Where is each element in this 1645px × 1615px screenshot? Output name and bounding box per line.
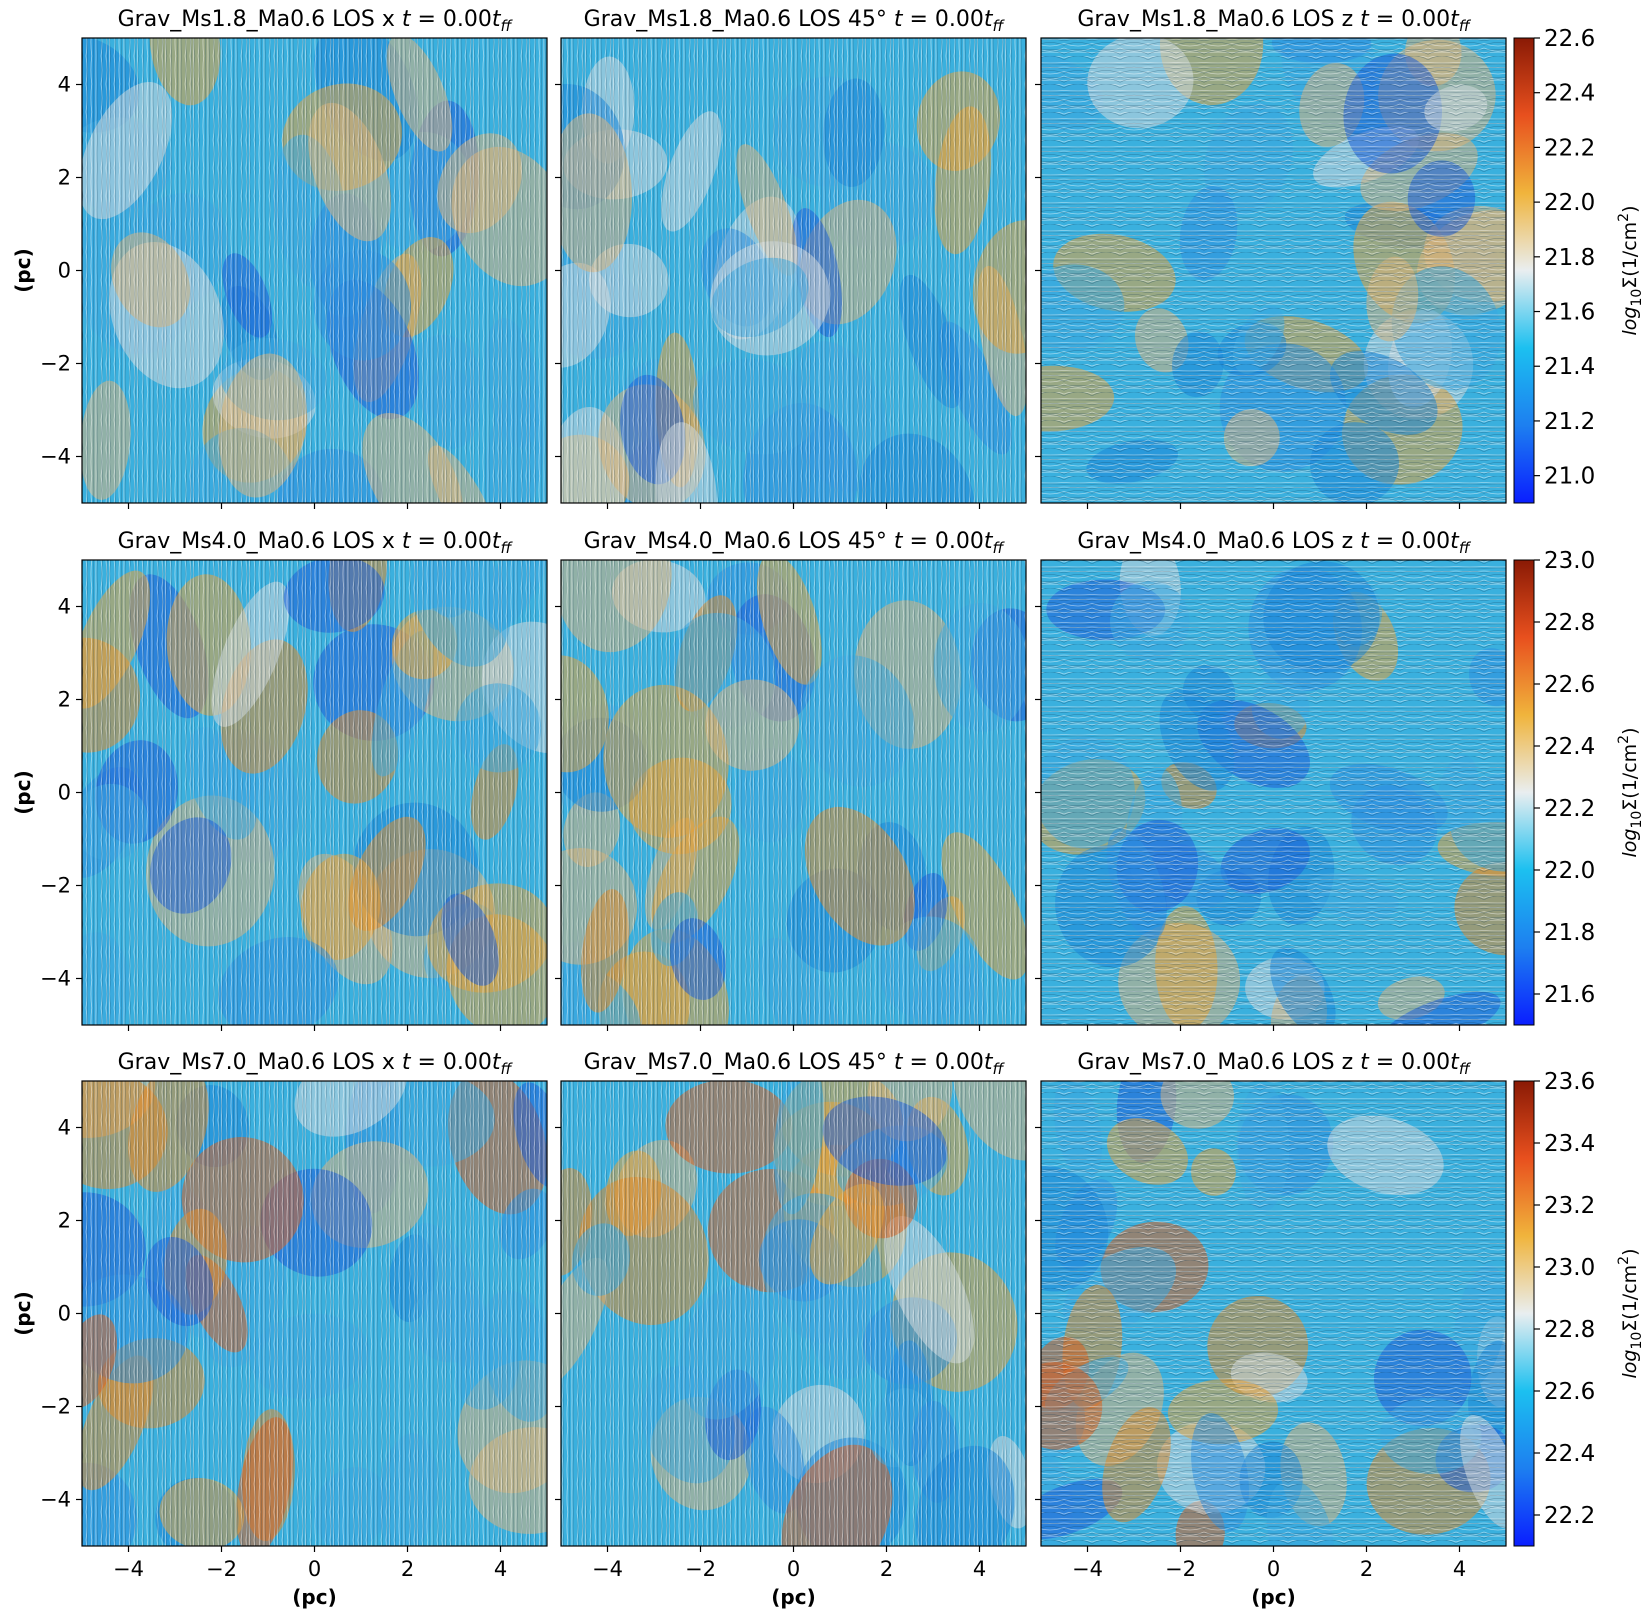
y-tick-label: −2 <box>40 352 71 376</box>
y-tick-label: 2 <box>58 166 71 190</box>
x-tick-label: −2 <box>685 1557 716 1581</box>
y-tick-label: −2 <box>40 874 71 898</box>
density-image <box>1041 1081 1506 1546</box>
colorbar-tick-label: 22.2 <box>1544 796 1595 822</box>
colorbar-gradient <box>1513 1080 1535 1547</box>
colorbar-tick-label: 22.0 <box>1544 190 1595 216</box>
y-tick-label: 0 <box>58 259 71 283</box>
colorbar-tick-label: 22.6 <box>1544 672 1595 698</box>
colorbar-tick-label: 22.4 <box>1544 1441 1595 1467</box>
colorbar-tick-label: 22.8 <box>1544 610 1595 636</box>
colorbar-tick-label: 21.6 <box>1544 982 1595 1008</box>
panel-grav-ms7-0-ma0-6-los-45: Grav_Ms7.0_Ma0.6 LOS 45° t = 0.00tff −4 −2… <box>555 1050 1027 1609</box>
panel-title: Grav_Ms1.8_Ma0.6 LOS z t = 0.00tff <box>1077 7 1471 35</box>
colorbar-label: log10Σ(1/cm2) <box>1616 1248 1645 1378</box>
colorbar-tick-label: 22.6 <box>1544 1379 1595 1405</box>
colorbar-tick-label: 21.6 <box>1544 300 1595 326</box>
density-image <box>82 38 547 503</box>
y-tick-label: 0 <box>58 781 71 805</box>
y-tick-label: 0 <box>58 1302 71 1326</box>
colorbar-gradient <box>1513 37 1535 504</box>
y-tick-label: −2 <box>40 1395 71 1419</box>
density-image <box>82 1081 547 1546</box>
x-axis-label: (pc) <box>292 1585 336 1609</box>
x-axis-label: (pc) <box>771 1585 815 1609</box>
panel-title: Grav_Ms4.0_Ma0.6 LOS z t = 0.00tff <box>1077 529 1471 557</box>
panel-grav-ms4-0-ma0-6-los-45: Grav_Ms4.0_Ma0.6 LOS 45° t = 0.00tff <box>555 529 1027 1031</box>
density-image <box>1041 38 1506 503</box>
y-tick-label: 2 <box>58 1209 71 1233</box>
density-image <box>82 560 547 1025</box>
colorbar-tick-label: 22.6 <box>1544 26 1595 52</box>
colorbar-tick-label: 21.8 <box>1544 920 1595 946</box>
y-axis-label: (pc) <box>11 770 35 814</box>
x-tick-label: 4 <box>1453 1557 1466 1581</box>
panel-grav-ms1-8-ma0-6-los-45: Grav_Ms1.8_Ma0.6 LOS 45° t = 0.00tff <box>555 7 1027 509</box>
x-tick-label: 2 <box>401 1557 414 1581</box>
colorbar-tick-label: 22.4 <box>1544 734 1595 760</box>
panel-grid: Grav_Ms1.8_Ma0.6 LOS x t = 0.00tff −4 −2 0 2… <box>11 7 1645 1609</box>
colorbar-tick-label: 22.2 <box>1544 135 1595 161</box>
x-tick-label: 0 <box>787 1557 800 1581</box>
y-tick-label: 2 <box>58 688 71 712</box>
panel-title: Grav_Ms4.0_Ma0.6 LOS x t = 0.00tff <box>118 529 514 557</box>
y-axis-label: (pc) <box>11 248 35 292</box>
colorbar-tick-label: 22.4 <box>1544 81 1595 107</box>
colorbar-label: log10Σ(1/cm2) <box>1616 727 1645 857</box>
colorbar-tick-label: 22.2 <box>1544 1503 1595 1529</box>
colorbar-tick-label: 22.8 <box>1544 1317 1595 1343</box>
density-image <box>561 560 1026 1025</box>
y-axis-label: (pc) <box>11 1291 35 1335</box>
panel-grav-ms1-8-ma0-6-los-x: Grav_Ms1.8_Ma0.6 LOS x t = 0.00tff −4 −2 0 2… <box>11 7 548 509</box>
x-axis-label: (pc) <box>1251 1585 1295 1609</box>
colorbar-tick-label: 23.2 <box>1544 1193 1595 1219</box>
density-image <box>561 38 1026 503</box>
colorbar-tick-label: 23.6 <box>1544 1069 1595 1095</box>
panel-title: Grav_Ms1.8_Ma0.6 LOS 45° t = 0.00tff <box>584 7 1006 35</box>
x-tick-label: −4 <box>592 1557 623 1581</box>
panel-title: Grav_Ms1.8_Ma0.6 LOS x t = 0.00tff <box>118 7 514 35</box>
colorbar-tick-label: 23.0 <box>1544 548 1595 574</box>
x-tick-label: −2 <box>206 1557 237 1581</box>
x-tick-label: 2 <box>1360 1557 1373 1581</box>
colorbar-tick-label: 22.0 <box>1544 858 1595 884</box>
panel-title: Grav_Ms7.0_Ma0.6 LOS z t = 0.00tff <box>1077 1050 1471 1078</box>
colorbar-gradient <box>1513 559 1535 1026</box>
colorbar-tick-label: 23.4 <box>1544 1131 1595 1157</box>
density-image <box>1041 560 1506 1025</box>
x-tick-label: −4 <box>113 1557 144 1581</box>
x-tick-label: −2 <box>1165 1557 1196 1581</box>
colorbar-tick-label: 21.0 <box>1544 464 1595 490</box>
panel-title: Grav_Ms7.0_Ma0.6 LOS x t = 0.00tff <box>118 1050 514 1078</box>
y-tick-label: −4 <box>40 967 71 991</box>
colorbar: 21.0 21.2 21.4 21.6 21.8 22.0 22.2 22.4 22.6 log1… <box>1513 26 1645 504</box>
colorbar-tick-label: 21.2 <box>1544 409 1595 435</box>
y-tick-label: −4 <box>40 1488 71 1512</box>
x-tick-label: 0 <box>308 1557 321 1581</box>
colorbar: 21.6 21.8 22.0 22.2 22.4 22.6 22.8 23.0 log10Σ(1… <box>1513 548 1645 1026</box>
colorbar: 22.2 22.4 22.6 22.8 23.0 23.2 23.4 23.6 log10Σ(1… <box>1513 1069 1645 1547</box>
panel-grav-ms7-0-ma0-6-los-z: Grav_Ms7.0_Ma0.6 LOS z t = 0.00tff −4 −2 0 2… <box>1035 1050 1507 1609</box>
colorbar-tick-label: 23.0 <box>1544 1255 1595 1281</box>
x-tick-label: 0 <box>1267 1557 1280 1581</box>
density-image <box>561 1081 1026 1546</box>
panel-grav-ms7-0-ma0-6-los-x: Grav_Ms7.0_Ma0.6 LOS x t = 0.00tff −4 −2 0 2… <box>11 1050 548 1609</box>
y-tick-label: 4 <box>58 73 71 97</box>
panel-grav-ms1-8-ma0-6-los-z: Grav_Ms1.8_Ma0.6 LOS z t = 0.00tff <box>1035 7 1507 509</box>
panel-title: Grav_Ms7.0_Ma0.6 LOS 45° t = 0.00tff <box>584 1050 1006 1078</box>
panel-grav-ms4-0-ma0-6-los-z: Grav_Ms4.0_Ma0.6 LOS z t = 0.00tff <box>1035 529 1507 1031</box>
x-tick-label: 4 <box>973 1557 986 1581</box>
x-tick-label: 2 <box>880 1557 893 1581</box>
colorbar-tick-label: 21.8 <box>1544 245 1595 271</box>
x-tick-label: 4 <box>494 1557 507 1581</box>
colorbar-tick-label: 21.4 <box>1544 354 1595 380</box>
x-tick-label: −4 <box>1072 1557 1103 1581</box>
panel-grav-ms4-0-ma0-6-los-x: Grav_Ms4.0_Ma0.6 LOS x t = 0.00tff −4 −2 0 2… <box>11 529 548 1031</box>
panel-title: Grav_Ms4.0_Ma0.6 LOS 45° t = 0.00tff <box>584 529 1006 557</box>
y-tick-label: −4 <box>40 445 71 469</box>
y-tick-label: 4 <box>58 595 71 619</box>
y-tick-label: 4 <box>58 1116 71 1140</box>
colorbar-label: log10Σ(1/cm2) <box>1616 205 1645 335</box>
